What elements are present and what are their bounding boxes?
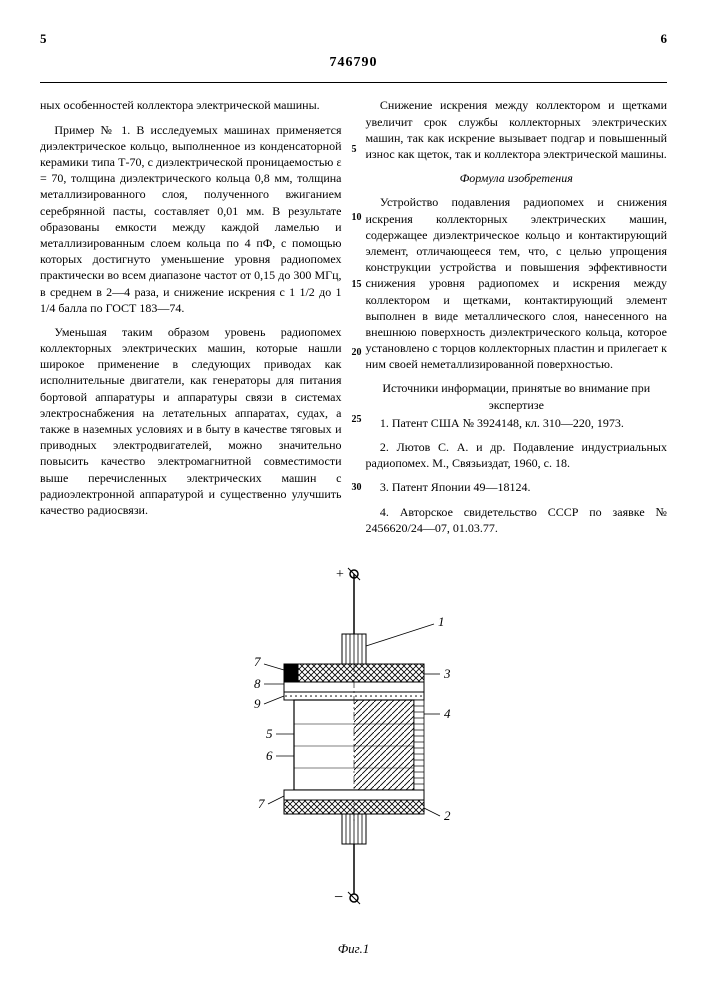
svg-text:2: 2 <box>444 808 451 823</box>
svg-text:3: 3 <box>443 666 451 681</box>
svg-text:7: 7 <box>254 654 261 669</box>
src3: 3. Патент Японии 49—18124. <box>366 479 668 495</box>
terminal-minus: − <box>334 889 343 906</box>
left-p3: Уменьшая таким образом уровень радиопоме… <box>40 324 342 518</box>
right-p1: Снижение искрения между коллектором и ще… <box>366 97 668 162</box>
svg-text:7: 7 <box>258 796 265 811</box>
figure-caption: Фиг.1 <box>40 940 667 958</box>
src2: 2. Лютов С. А. и др. Подавление индустри… <box>366 439 668 471</box>
svg-text:5: 5 <box>266 726 273 741</box>
terminal-plus: + <box>336 567 344 582</box>
left-p1: ных особенностей коллектора электрическо… <box>40 97 342 113</box>
svg-text:4: 4 <box>444 706 451 721</box>
line-mark: 25 <box>352 413 362 427</box>
svg-text:9: 9 <box>254 696 261 711</box>
line-mark: 10 <box>352 211 362 225</box>
sources-title: Источники информации, принятые во вниман… <box>366 380 668 412</box>
figure-1: + 1 7 8 9 3 <box>40 564 667 958</box>
text-columns: ных особенностей коллектора электрическо… <box>40 97 667 544</box>
line-markers: 5 10 15 20 25 30 <box>352 143 362 494</box>
header-rule <box>40 82 667 83</box>
right-column: 5 10 15 20 25 30 Снижение искрения между… <box>366 97 668 544</box>
src4: 4. Авторское свидетельство СССР по заявк… <box>366 504 668 536</box>
line-mark: 15 <box>352 278 362 292</box>
line-mark: 20 <box>352 346 362 360</box>
svg-text:8: 8 <box>254 676 261 691</box>
svg-text:1: 1 <box>438 614 445 629</box>
line-mark: 30 <box>352 481 362 495</box>
svg-text:6: 6 <box>266 748 273 763</box>
figure-svg: + 1 7 8 9 3 <box>224 564 484 934</box>
right-p2: Устройство подавления радиопомех и сниже… <box>366 194 668 372</box>
line-mark: 5 <box>352 143 362 157</box>
patent-number: 746790 <box>40 54 667 73</box>
page-left-num: 5 <box>40 30 47 48</box>
left-p2: Пример № 1. В исследуемых машинах примен… <box>40 122 342 316</box>
left-column: ных особенностей коллектора электрическо… <box>40 97 342 544</box>
src1: 1. Патент США № 3924148, кл. 310—220, 19… <box>366 415 668 431</box>
page-right-num: 6 <box>661 30 668 48</box>
formula-title: Формула изобретения <box>366 170 668 186</box>
